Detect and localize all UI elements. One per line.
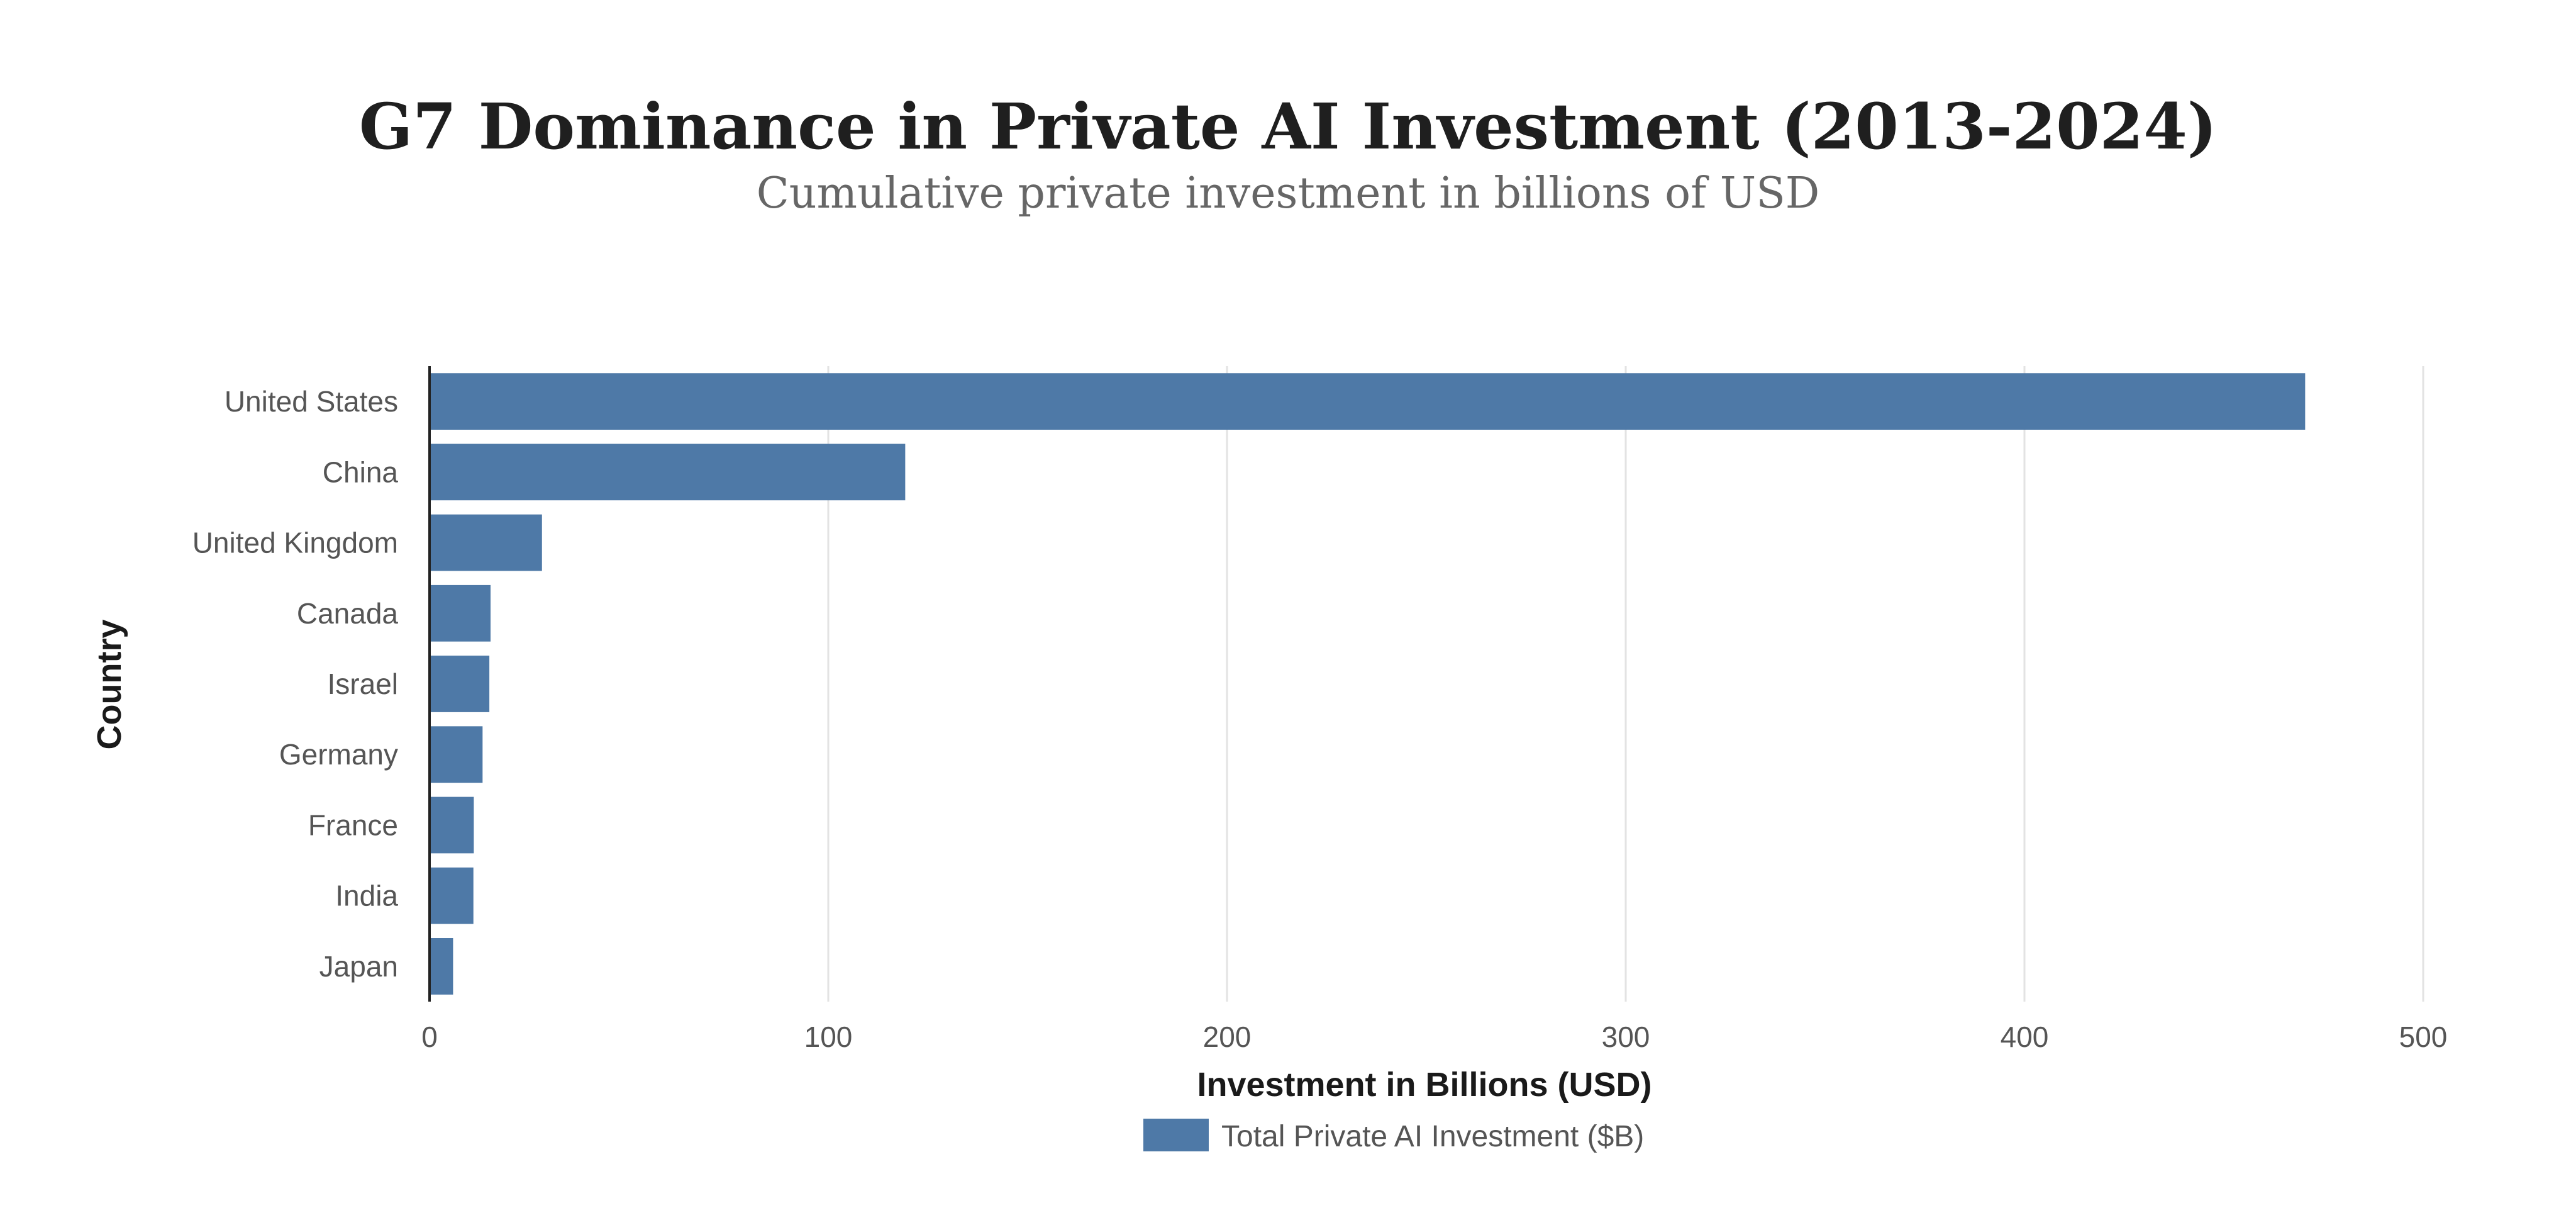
y-tick-label: France <box>308 808 398 841</box>
x-tick-labels: 0 100 200 300 400 500 <box>421 1021 2447 1053</box>
bars <box>430 373 2306 995</box>
x-tick-label: 500 <box>2399 1021 2448 1053</box>
y-tick-label: Israel <box>328 668 398 700</box>
chart-title: G7 Dominance in Private AI Investment (2… <box>359 89 2217 164</box>
y-tick-label: United Kingdom <box>192 527 398 559</box>
y-tick-label: Japan <box>319 950 398 983</box>
x-tick-label: 400 <box>2001 1021 2049 1053</box>
x-tick-label: 100 <box>804 1021 853 1053</box>
legend: Total Private AI Investment ($B) <box>1143 1119 1644 1153</box>
bar-japan[interactable] <box>430 938 453 995</box>
x-tick-label: 300 <box>1602 1021 1650 1053</box>
chart-subtitle: Cumulative private investment in billion… <box>757 169 1820 218</box>
bar-india[interactable] <box>430 867 474 924</box>
y-axis-title: Country <box>91 620 128 750</box>
bar-germany[interactable] <box>430 726 483 783</box>
bar-canada[interactable] <box>430 584 491 642</box>
bar-united-states[interactable] <box>430 373 2306 430</box>
bar-france[interactable] <box>430 797 474 854</box>
y-tick-label: Germany <box>279 738 398 771</box>
gridlines <box>827 366 2424 1002</box>
y-tick-label: United States <box>225 385 398 418</box>
y-tick-label: India <box>335 880 398 912</box>
x-tick-label: 0 <box>421 1021 438 1053</box>
y-tick-label: China <box>323 456 399 488</box>
bar-israel[interactable] <box>430 656 490 712</box>
y-tick-labels: United States China United Kingdom Canada Is… <box>192 385 399 983</box>
bar-china[interactable] <box>430 444 906 501</box>
legend-label: Total Private AI Investment ($B) <box>1221 1120 1644 1153</box>
legend-swatch <box>1143 1119 1209 1151</box>
y-tick-label: Canada <box>297 597 399 630</box>
bar-united-kingdom[interactable] <box>430 514 542 571</box>
x-axis-title: Investment in Billions (USD) <box>1197 1066 1652 1104</box>
x-tick-label: 200 <box>1203 1021 1252 1053</box>
